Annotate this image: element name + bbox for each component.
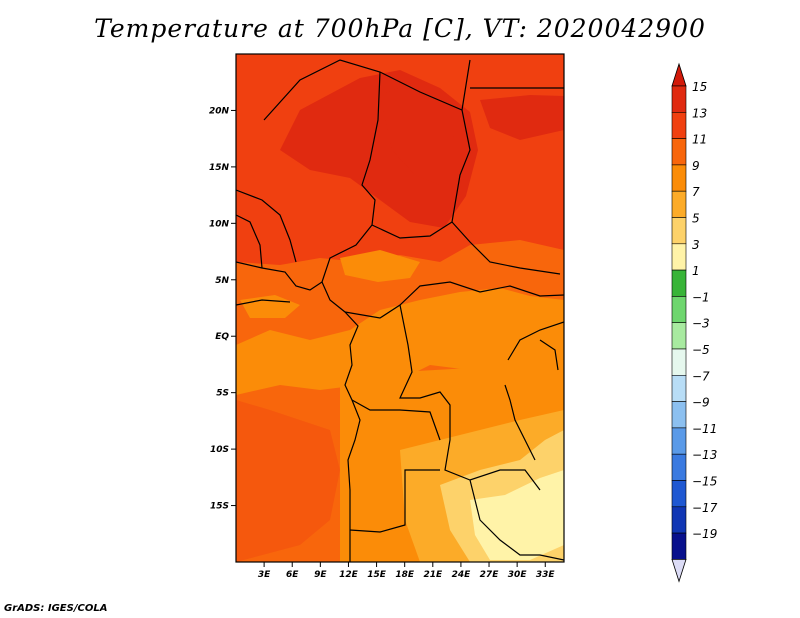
colorbar-label: −1 [692, 290, 710, 304]
colorbar-label: 3 [692, 238, 700, 252]
colorbar-swatch [671, 269, 687, 297]
colorbar-label: 11 [692, 133, 707, 147]
colorbar-swatch [671, 427, 687, 455]
country-borders [236, 59, 564, 562]
lon-tick-label: 30E [508, 570, 528, 580]
colorbar-swatch [671, 322, 687, 350]
colorbar-label: −19 [692, 527, 717, 541]
lat-tick-label: EQ [215, 332, 229, 342]
lon-tick-label: 21E [423, 570, 443, 580]
map-title: Temperature at 700hPa [C], VT: 202004290… [94, 14, 706, 43]
lat-tick-label: 10N [209, 219, 230, 229]
colorbar-swatch [671, 401, 687, 429]
colorbar-swatch [671, 296, 687, 323]
colorbar-label: −15 [692, 475, 717, 489]
colorbar-bottom-arrow [671, 559, 687, 583]
colorbar-swatch [671, 348, 687, 376]
colorbar-label: −11 [692, 422, 717, 436]
grads-credit: GrADS: IGES/COLA [4, 603, 108, 614]
lon-tick-label: 9E [314, 570, 327, 580]
colorbar-label: 7 [692, 185, 700, 199]
colorbar-swatch [671, 112, 687, 139]
colorbar-label: 9 [692, 159, 700, 173]
lat-tick-label: 15N [209, 163, 230, 173]
colorbar-top-arrow [671, 62, 687, 87]
colorbar-label: −13 [692, 448, 717, 462]
colorbar-label: −7 [692, 369, 710, 383]
colorbar-label: 1 [692, 264, 700, 278]
lon-tick-label: 18E [395, 570, 415, 580]
lat-tick-label: 15S [210, 502, 229, 512]
colorbar-swatch [671, 374, 687, 402]
colorbar-label: −17 [692, 501, 718, 515]
lon-tick-label: 15E [367, 570, 387, 580]
colorbar-swatch [671, 532, 687, 560]
lon-tick-label: 27E [480, 570, 500, 580]
colorbar-swatch [671, 243, 687, 271]
lat-tick-label: 5N [215, 276, 229, 286]
colorbar-label: −5 [692, 343, 710, 357]
colorbar-swatch [671, 138, 687, 166]
colorbar-label: 5 [692, 212, 700, 226]
lon-tick-label: 12E [339, 570, 359, 580]
colorbar: 15 13 11 9 7 5 3 1 −1 −3 −5 −7 −9 −11 −13 −15 −17 −19 [671, 62, 718, 583]
colorbar-swatch [671, 453, 687, 481]
colorbar-swatch [671, 190, 687, 218]
colorbar-swatch [671, 506, 687, 534]
colorbar-label: 13 [692, 106, 707, 120]
lon-tick-label: 6E [286, 570, 299, 580]
colorbar-label: −3 [692, 317, 710, 331]
colorbar-swatch [671, 85, 687, 113]
colorbar-swatch [671, 217, 687, 245]
lat-tick-label: 5S [216, 389, 229, 399]
colorbar-swatch [671, 480, 687, 508]
lat-tick-label: 20N [209, 106, 230, 116]
lon-tick-label: 3E [258, 570, 271, 580]
colorbar-label: −9 [692, 396, 710, 410]
lon-tick-label: 33E [536, 570, 556, 580]
colorbar-label: 15 [692, 80, 707, 94]
colorbar-swatch [671, 164, 687, 192]
lat-tick-label: 10S [210, 445, 229, 455]
lon-tick-label: 24E [452, 570, 472, 580]
